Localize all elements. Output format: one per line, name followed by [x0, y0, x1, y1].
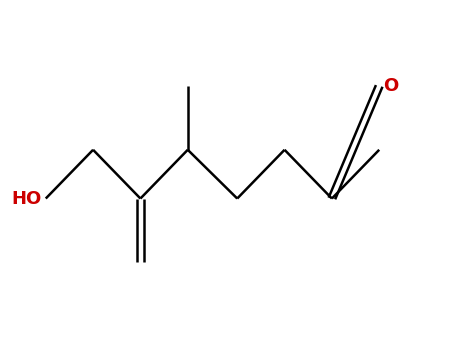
Text: O: O — [384, 77, 399, 95]
Text: HO: HO — [11, 190, 41, 208]
